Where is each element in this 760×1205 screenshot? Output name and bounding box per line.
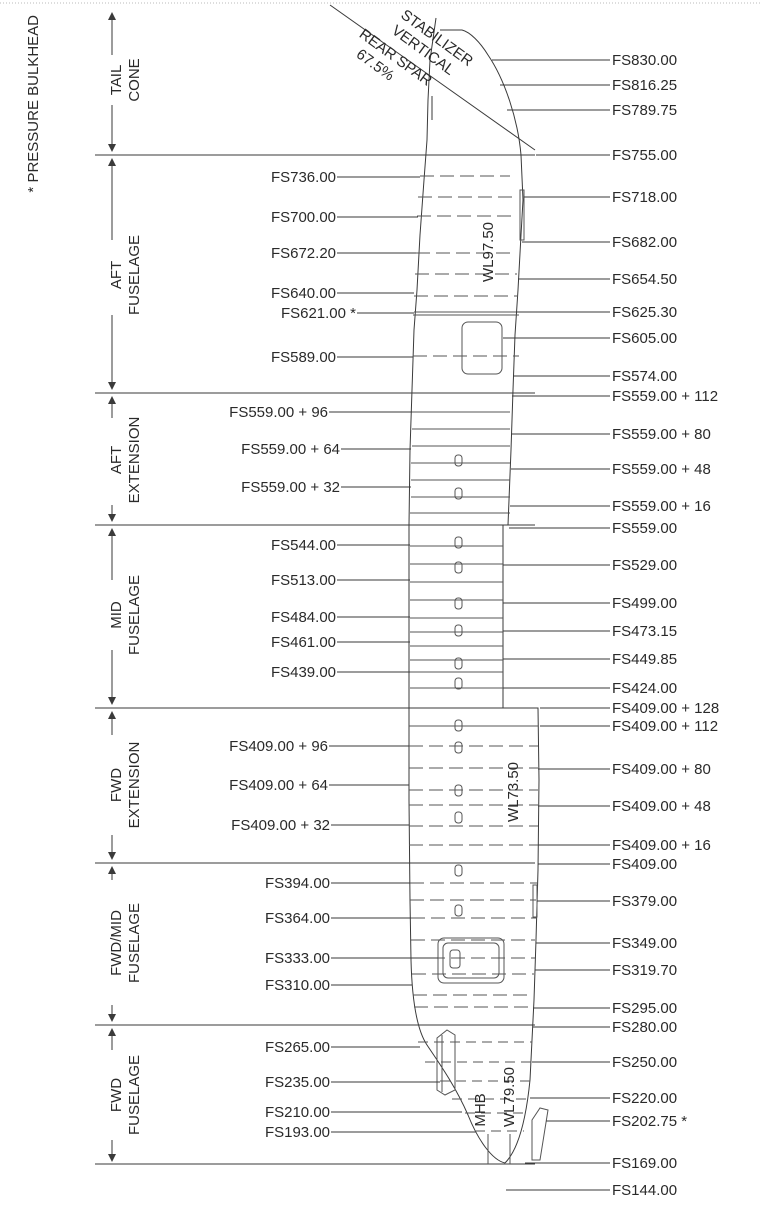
left-label-11: FS484.00 (271, 609, 336, 626)
right-label-0: FS830.00 (612, 52, 677, 69)
left-label-0: FS736.00 (271, 169, 336, 186)
section-label-fwdmid-fuselage-2: FUSELAGE (126, 903, 143, 983)
section-label-fwd-fuselage-1: FWD (108, 1078, 125, 1112)
left-label-4: FS621.00 * (281, 305, 356, 322)
section-label-fwd-extension-2: EXTENSION (126, 742, 143, 829)
right-label-11: FS559.00 + 80 (612, 426, 711, 443)
section-label-tail-cone-1: TAIL (108, 65, 125, 96)
left-label-8: FS559.00 + 32 (241, 479, 340, 496)
left-label-23: FS210.00 (265, 1104, 330, 1121)
right-label-23: FS409.00 + 48 (612, 798, 711, 815)
left-label-7: FS559.00 + 64 (241, 441, 340, 458)
right-station-labels: FS830.00 FS816.25 FS789.75 FS755.00 FS71… (492, 52, 719, 1199)
wl73-label: WL73.50 (505, 762, 522, 822)
left-label-1: FS700.00 (271, 209, 336, 226)
aft-door-outline (461, 321, 503, 375)
left-label-10: FS513.00 (271, 572, 336, 589)
wl97-label: WL97.50 (480, 222, 497, 282)
section-label-mid-fuselage-2: FUSELAGE (126, 575, 143, 655)
right-label-34: FS169.00 (612, 1155, 677, 1172)
right-label-28: FS319.70 (612, 962, 677, 979)
wl79-label: WL79.50 (501, 1067, 518, 1127)
right-label-19: FS424.00 (612, 680, 677, 697)
right-label-4: FS718.00 (612, 189, 677, 206)
right-label-14: FS559.00 (612, 520, 677, 537)
section-label-tail-cone-2: CONE (126, 58, 143, 101)
pressure-bulkhead-note: * PRESSURE BULKHEAD (25, 15, 42, 193)
right-label-21: FS409.00 + 112 (612, 718, 718, 735)
right-label-9: FS574.00 (612, 368, 677, 385)
frame-lines (409, 175, 538, 1132)
section-label-fwdmid-fuselage-1: FWD/MID (108, 910, 125, 976)
left-label-17: FS394.00 (265, 875, 330, 892)
section-dividers (95, 154, 535, 1165)
left-label-12: FS461.00 (271, 634, 336, 651)
right-label-27: FS349.00 (612, 935, 677, 952)
right-label-33: FS202.75 * (612, 1113, 687, 1130)
right-label-24: FS409.00 + 16 (612, 837, 711, 854)
section-label-aft-extension-2: EXTENSION (126, 417, 143, 504)
right-label-32: FS220.00 (612, 1090, 677, 1107)
right-label-31: FS250.00 (612, 1054, 677, 1071)
left-label-9: FS544.00 (271, 537, 336, 554)
left-label-16: FS409.00 + 32 (231, 817, 330, 834)
left-station-labels: FS736.00 FS700.00 FS672.20 FS640.00 FS62… (229, 169, 476, 1141)
right-label-17: FS473.15 (612, 623, 677, 640)
right-label-13: FS559.00 + 16 (612, 498, 711, 515)
right-label-35: FS144.00 (612, 1182, 677, 1199)
right-label-22: FS409.00 + 80 (612, 761, 711, 778)
left-label-13: FS439.00 (271, 664, 336, 681)
right-label-2: FS789.75 (612, 102, 677, 119)
right-label-15: FS529.00 (612, 557, 677, 574)
section-label-mid-fuselage-1: MID (108, 601, 125, 629)
left-label-21: FS265.00 (265, 1039, 330, 1056)
right-label-8: FS605.00 (612, 330, 677, 347)
left-label-22: FS235.00 (265, 1074, 330, 1091)
main-door-outline (437, 937, 505, 984)
right-label-6: FS654.50 (612, 271, 677, 288)
right-label-26: FS379.00 (612, 893, 677, 910)
right-label-20: FS409.00 + 128 (612, 700, 719, 717)
section-label-aft-fuselage-2: FUSELAGE (126, 235, 143, 315)
section-label-aft-fuselage-1: AFT (108, 261, 125, 289)
left-label-15: FS409.00 + 64 (229, 777, 328, 794)
left-label-24: FS193.00 (265, 1124, 330, 1141)
right-label-3: FS755.00 (612, 147, 677, 164)
right-label-12: FS559.00 + 48 (612, 461, 711, 478)
left-label-3: FS640.00 (271, 285, 336, 302)
section-label-fwd-fuselage-2: FUSELAGE (126, 1055, 143, 1135)
waterline-labels: WL97.50 WL73.50 WL79.50 MHB (472, 222, 522, 1127)
right-label-10: FS559.00 + 112 (612, 388, 718, 405)
vertical-stabilizer-line (329, 4, 536, 151)
right-label-30: FS280.00 (612, 1019, 677, 1036)
right-label-16: FS499.00 (612, 595, 677, 612)
section-arrows (108, 12, 116, 1162)
left-label-19: FS333.00 (265, 950, 330, 967)
right-label-18: FS449.85 (612, 651, 677, 668)
right-label-29: FS295.00 (612, 1000, 677, 1017)
left-label-6: FS559.00 + 96 (229, 404, 328, 421)
left-label-14: FS409.00 + 96 (229, 738, 328, 755)
right-label-5: FS682.00 (612, 234, 677, 251)
section-labels: TAIL CONE AFT FUSELAGE AFT EXTENSION MID… (108, 58, 143, 1135)
stabilizer-labels: STABILIZER VERTICAL REAR SPAR 67.5% (353, 6, 476, 89)
right-label-25: FS409.00 (612, 856, 677, 873)
left-label-20: FS310.00 (265, 977, 330, 994)
section-label-aft-extension-1: AFT (108, 446, 125, 474)
left-label-18: FS364.00 (265, 910, 330, 927)
left-label-5: FS589.00 (271, 349, 336, 366)
right-label-1: FS816.25 (612, 77, 677, 94)
left-label-2: FS672.20 (271, 245, 336, 262)
right-label-7: FS625.30 (612, 304, 677, 321)
section-label-fwd-extension-1: FWD (108, 768, 125, 802)
mhb-label: MHB (472, 1093, 489, 1126)
cabin-windows (454, 454, 463, 917)
fuselage-outline (408, 17, 540, 1164)
